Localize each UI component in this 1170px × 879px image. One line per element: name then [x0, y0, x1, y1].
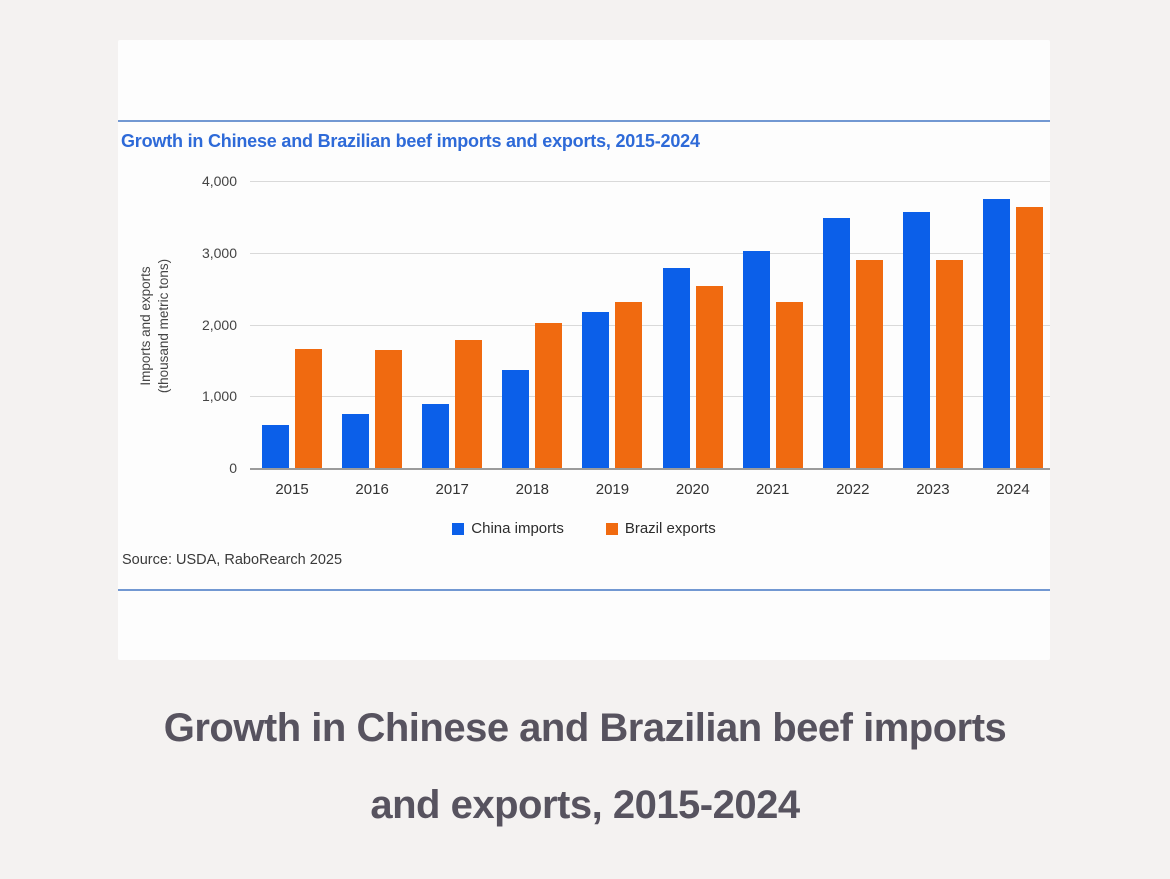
gridline-3000: [250, 252, 1050, 254]
bar-group-2024: [982, 181, 1043, 468]
top-divider: [118, 120, 1050, 122]
bar-china-imports-2020: [662, 267, 690, 468]
x-tick-2017: 2017: [435, 481, 469, 498]
bar-china-imports-2015: [262, 424, 289, 468]
legend-swatch-brazil-exports: [605, 522, 618, 535]
bar-group-2021: [742, 181, 803, 468]
bar-groups: [250, 181, 1050, 468]
y-tick-3000: 3,000: [201, 244, 237, 261]
y-tick-4000: 4,000: [201, 173, 237, 189]
x-tick-2020: 2020: [675, 481, 710, 498]
legend-swatch-china-imports: [452, 522, 465, 535]
bar-china-imports-2023: [902, 211, 930, 468]
bar-china-imports-2024: [982, 198, 1010, 468]
bar-brazil-exports-2015: [295, 348, 322, 468]
x-tick-2022: 2022: [836, 481, 870, 498]
bar-group-2020: [662, 181, 723, 468]
legend-item-brazil-exports: Brazil exports: [605, 520, 716, 537]
bar-brazil-exports-2024: [1015, 206, 1043, 468]
bar-group-2016: [342, 181, 403, 468]
bar-china-imports-2018: [502, 370, 530, 468]
bar-brazil-exports-2019: [615, 302, 643, 468]
x-tick-2019: 2019: [595, 481, 630, 498]
bar-group-2023: [902, 181, 963, 468]
x-tick-2024: 2024: [996, 481, 1030, 498]
legend: China imports Brazil exports: [118, 520, 1050, 537]
bar-group-2017: [422, 181, 483, 468]
legend-item-china-imports: China imports: [452, 520, 564, 537]
y-tick-0: 0: [229, 460, 237, 476]
x-axis-line: [250, 468, 1050, 470]
bar-china-imports-2016: [342, 414, 370, 468]
x-tick-2016: 2016: [355, 481, 389, 498]
plot-area: [250, 181, 1050, 470]
image-caption: Growth in Chinese and Brazilian beef imp…: [163, 706, 1007, 827]
chart-title: Growth in Chinese and Brazilian beef imp…: [121, 131, 700, 151]
bar-china-imports-2021: [742, 250, 770, 468]
x-tick-2023: 2023: [916, 481, 950, 498]
source-text: Source: USDA, RaboRearch 2025: [122, 552, 343, 568]
x-tick-2018: 2018: [515, 481, 550, 498]
y-axis-ticks: 0 1,000 2,000 3,000 4,000: [118, 173, 237, 476]
bar-group-2019: [582, 181, 643, 468]
x-tick-2021: 2021: [755, 481, 790, 498]
bar-brazil-exports-2023: [935, 259, 963, 468]
bar-group-2018: [502, 181, 563, 468]
bar-china-imports-2019: [582, 312, 610, 468]
bottom-divider: [118, 589, 1050, 591]
legend-label-china-imports: China imports: [471, 520, 564, 537]
bar-brazil-exports-2022: [855, 259, 883, 468]
bar-brazil-exports-2020: [695, 286, 723, 468]
bar-brazil-exports-2021: [775, 301, 803, 468]
bar-group-2015: [262, 181, 322, 468]
gridline-4000: [250, 181, 1050, 182]
gridline-2000: [250, 324, 1050, 326]
y-tick-2000: 2,000: [201, 316, 237, 333]
gridline-1000: [250, 396, 1050, 398]
x-axis-ticks: 2015 2016 2017 2018 2019 2020 2021 2022 2023 2024: [250, 481, 1050, 498]
bar-brazil-exports-2017: [455, 339, 483, 468]
bar-brazil-exports-2018: [535, 323, 563, 468]
bar-brazil-exports-2016: [375, 349, 403, 468]
bar-group-2022: [822, 181, 883, 468]
bar-china-imports-2017: [422, 404, 450, 468]
x-tick-2015: 2015: [275, 481, 309, 498]
bar-china-imports-2022: [822, 217, 850, 468]
legend-label-brazil-exports: Brazil exports: [624, 520, 716, 537]
y-tick-1000: 1,000: [201, 388, 237, 405]
chart-card: Growth in Chinese and Brazilian beef imp…: [118, 40, 1050, 660]
